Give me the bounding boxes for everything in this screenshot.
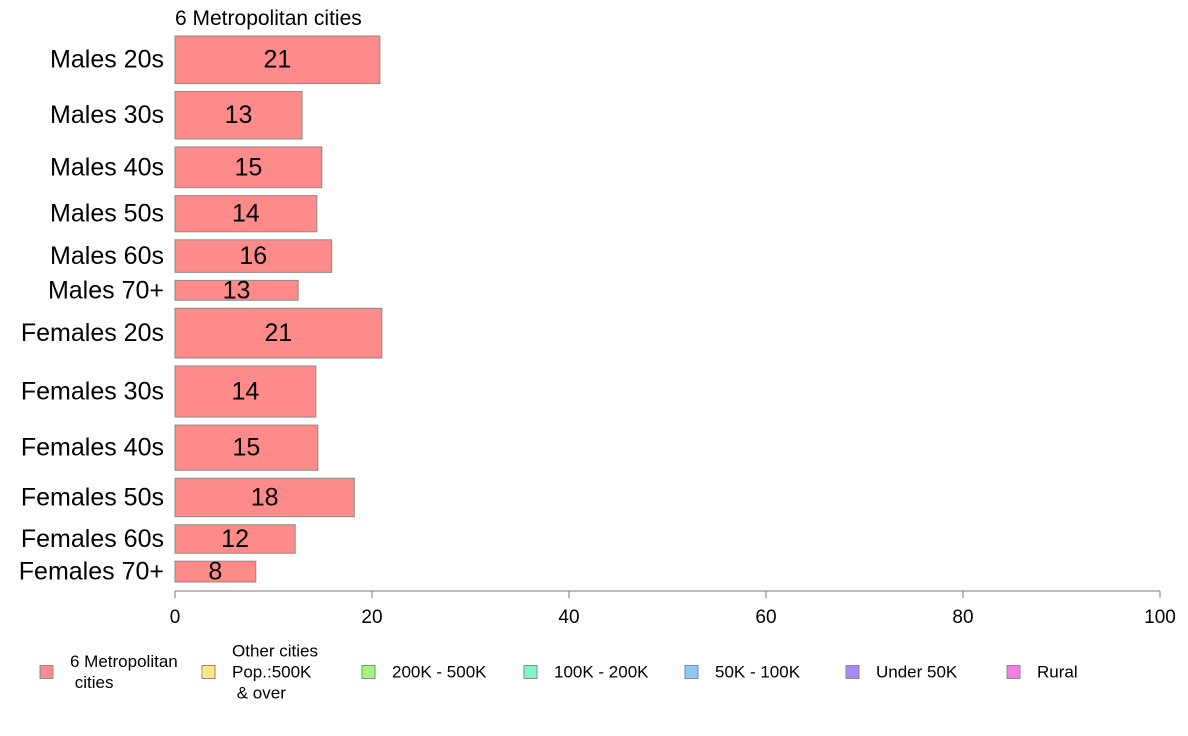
legend-swatch (684, 665, 699, 679)
bar-value-label: 21 (264, 46, 292, 74)
legend-swatch (1006, 665, 1021, 679)
legend-item: Rural (1006, 663, 1078, 682)
category-label: Females 70+ (19, 558, 164, 586)
category-label: Males 20s (50, 46, 164, 74)
legend-swatch (361, 665, 376, 679)
bar (174, 307, 383, 359)
legend-item: Other cities Pop.:500K & over (201, 642, 318, 703)
x-tick-label: 60 (755, 607, 776, 628)
bar (174, 35, 381, 84)
legend-label: 100K - 200K (554, 663, 649, 682)
bar (174, 365, 317, 418)
legend-swatch (201, 665, 216, 679)
x-tick-label: 40 (558, 607, 579, 628)
legend-label: Rural (1037, 663, 1078, 682)
category-label: Females 40s (21, 434, 164, 462)
bar (174, 90, 303, 140)
legend-item: 200K - 500K (361, 663, 487, 682)
x-tick-label: 20 (361, 607, 382, 628)
x-tick-label: 100 (1144, 607, 1176, 628)
category-label: Males 70+ (48, 276, 164, 304)
x-tick-label: 80 (952, 607, 973, 628)
legend-label: 200K - 500K (392, 663, 487, 682)
bar-value-label: 13 (225, 101, 253, 129)
legend-label: 50K - 100K (715, 663, 801, 682)
legend-item: 50K - 100K (684, 663, 801, 682)
bar-value-label: 14 (232, 200, 260, 228)
bar-value-label: 8 (208, 558, 222, 586)
legend-label: Under 50K (876, 663, 958, 682)
bars-group: 21 Males 20s 13 Males 30s 15 Males 40s 14 Males… (19, 35, 383, 586)
category-label: Males 30s (50, 101, 164, 129)
legend-swatch (845, 665, 860, 679)
category-label: Females 50s (21, 484, 164, 512)
bar-value-label: 14 (232, 378, 260, 406)
bar-value-label: 21 (265, 319, 293, 347)
legend-swatch (523, 665, 538, 679)
bar-value-label: 12 (221, 525, 249, 553)
category-label: Males 40s (50, 153, 164, 181)
bar (174, 524, 296, 554)
category-label: Females 30s (21, 378, 164, 406)
category-label: Males 50s (50, 200, 164, 228)
chart-title: 6 Metropolitan cities (175, 7, 362, 30)
bar (174, 477, 355, 518)
bar (174, 424, 319, 471)
bar-value-label: 18 (251, 484, 279, 512)
legend-swatch (39, 665, 54, 679)
category-label: Males 60s (50, 242, 164, 270)
x-tick-label: 0 (170, 607, 181, 628)
legend-label: Other cities Pop.:500K & over (232, 642, 318, 703)
bar (174, 195, 318, 233)
legend-item: Under 50K (845, 663, 958, 682)
legend-item: 6 Metropolitan cities (39, 652, 178, 692)
bar-value-label: 15 (233, 434, 261, 462)
bar (174, 239, 333, 273)
bar (174, 279, 299, 301)
category-label: Females 60s (21, 525, 164, 553)
x-axis: 0 20 40 60 80 100 (170, 590, 1176, 628)
legend-item: 100K - 200K (523, 663, 649, 682)
legend: 6 Metropolitan cities Other cities Pop.:50… (39, 642, 1078, 703)
bar (174, 146, 323, 189)
category-label: Females 20s (21, 319, 164, 347)
bar (174, 560, 257, 583)
legend-label: 6 Metropolitan cities (70, 652, 178, 692)
bar-value-label: 16 (239, 242, 267, 270)
bar-value-label: 15 (234, 153, 262, 181)
bar-value-label: 13 (223, 276, 251, 304)
